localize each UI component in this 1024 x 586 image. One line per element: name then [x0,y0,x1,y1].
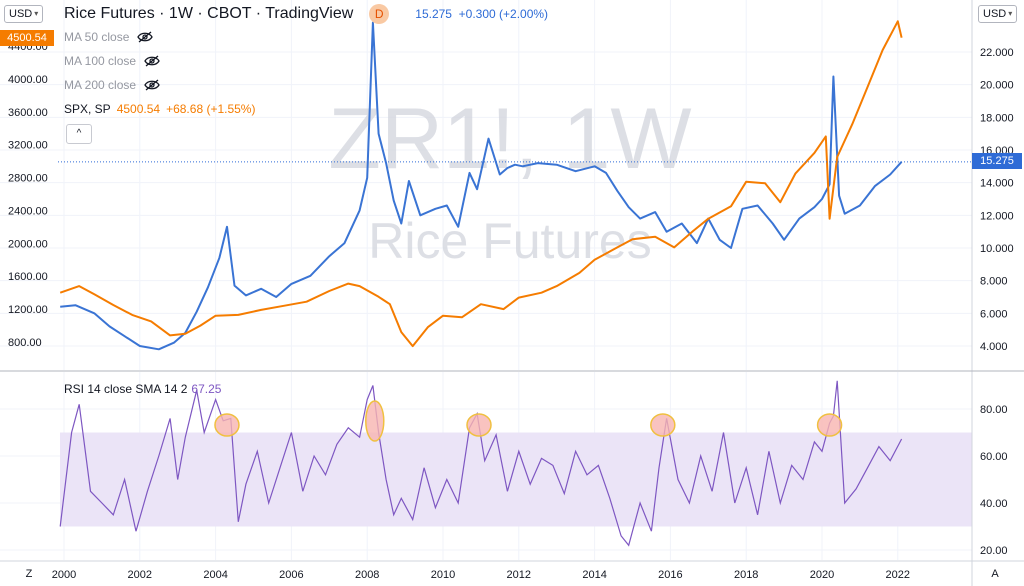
rsi-highlights [214,400,843,442]
time-tick-label: 2020 [810,569,834,581]
time-tick-label: 2012 [507,569,531,581]
rsi-label: RSI 14 close SMA 14 2 [64,382,188,396]
rsi-tick-label: 20.00 [980,545,1008,557]
right-currency-button[interactable]: USD ▾ [978,5,1018,23]
right-tick-label: 18.000 [980,112,1014,124]
watermark-name: Rice Futures [368,213,651,269]
ma-50-legend[interactable]: MA 50 close [64,30,154,44]
watermark: ZR1!, 1W Rice Futures [328,91,691,269]
time-tick-label: 2004 [203,569,227,581]
highlight-circle [466,413,492,437]
spx-legend[interactable]: SPX, SP 4500.54 +68.68 (+1.55%) [64,102,255,116]
left-tick-label: 2000.00 [8,238,48,250]
left-tick-label: 1600.00 [8,271,48,283]
right-tick-label: 22.000 [980,47,1014,59]
rsi-tick-label: 40.00 [980,498,1008,510]
left-tick-label: 1200.00 [8,304,48,316]
ma-100-label: MA 100 close [64,54,137,68]
collapse-legend-button[interactable]: ^ [66,124,92,144]
left-currency-button[interactable]: USD ▾ [4,5,44,23]
spx-line [59,20,903,348]
right-tick-label: 20.000 [980,80,1014,92]
right-tick-label: 14.000 [980,178,1014,190]
ma-100-legend[interactable]: MA 100 close [64,54,160,68]
time-tick-label: 2018 [734,569,758,581]
ma-200-legend[interactable]: MA 200 close [64,78,160,92]
time-tick-label: 2000 [52,569,76,581]
left-price-axis: 800.00 1200.00 1600.00 2000.00 2400.00 2800.0… [8,41,48,349]
left-tick-label: 3600.00 [8,107,48,119]
highlight-circle [214,413,240,437]
time-tick-label: 2016 [658,569,682,581]
rsi-tick-label: 80.00 [980,404,1008,416]
spx-name: SPX, SP [64,102,111,116]
time-tick-label: 2008 [355,569,379,581]
time-tick-label: 2002 [128,569,152,581]
ma-50-label: MA 50 close [64,30,130,44]
rice-last-price-tag: 15.275 [972,153,1022,169]
data-delay-badge[interactable]: D [369,4,390,24]
left-tick-label: 800.00 [8,337,42,349]
chevron-down-icon: ▾ [34,9,39,18]
price-series [59,20,903,351]
chevron-down-icon: ▾ [1008,9,1013,18]
spx-last-price-tag: 4500.54 [0,30,54,46]
right-tick-label: 6.000 [980,308,1008,320]
right-tick-label: 12.000 [980,210,1014,222]
auto-scale-button[interactable]: A [991,568,999,580]
timezone-button[interactable]: Z [25,568,33,580]
hidden-eye-icon[interactable] [144,55,160,67]
highlight-circle [365,400,385,442]
left-tick-label: 2400.00 [8,205,48,217]
highlight-circle [650,413,676,437]
ma-200-label: MA 200 close [64,78,137,92]
left-tick-label: 4000.00 [8,74,48,86]
time-tick-label: 2010 [431,569,455,581]
hidden-eye-icon[interactable] [137,31,154,43]
right-tick-label: 4.000 [980,341,1008,353]
time-tick-label: 2014 [582,569,606,581]
highlight-circle [816,413,843,437]
hidden-eye-icon[interactable] [144,79,160,91]
rsi-band [60,432,972,527]
spx-change: +68.68 (+1.55%) [166,102,256,116]
rsi-axis: 20.00 40.00 60.00 80.00 [980,404,1008,557]
rsi-value: 67.25 [191,382,222,396]
right-tick-label: 10.000 [980,243,1014,255]
last-price: 15.275 [415,7,452,21]
left-tick-label: 3200.00 [8,140,48,152]
spx-value: 4500.54 [116,102,161,116]
rsi-legend[interactable]: RSI 14 close SMA 14 2 67.25 [64,382,221,396]
rice-line [60,21,903,351]
rsi-tick-label: 60.00 [980,451,1008,463]
watermark-symbol: ZR1!, 1W [328,91,691,187]
chart-title: Rice Futures · 1W · CBOT · TradingView [64,5,354,22]
right-price-axis: 4.0006.0008.00010.00012.00014.00016.0001… [980,47,1014,353]
time-tick-label: 2022 [886,569,910,581]
right-currency-label: USD [983,8,1007,20]
left-tick-label: 2800.00 [8,173,48,185]
main-pane-grid [0,0,972,370]
symbol-legend[interactable]: Rice Futures · 1W · CBOT · TradingView D… [64,4,548,24]
price-change: +0.300 (+2.00%) [458,7,549,21]
last-quote: 15.275 +0.300 (+2.00%) [415,7,548,21]
time-axis: 2000 2002 2004 2006 2008 2010 2012 2014 2016 2018… [52,569,910,581]
right-tick-label: 8.000 [980,276,1008,288]
time-tick-label: 2006 [279,569,303,581]
left-currency-label: USD [9,8,33,20]
